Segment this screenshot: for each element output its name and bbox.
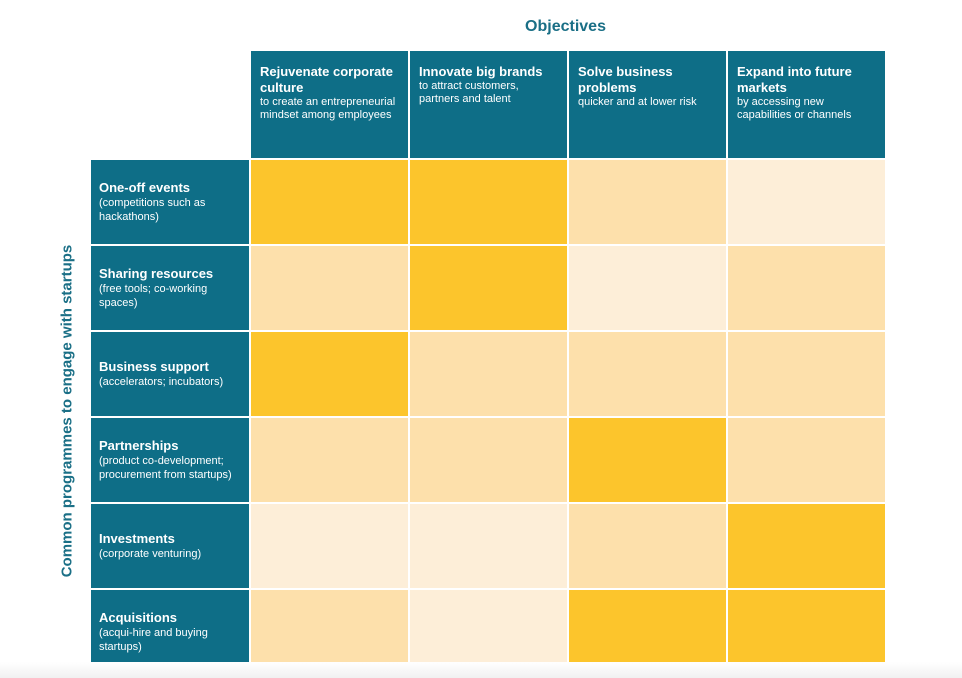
objective-subtitle: by accessing new capabilities or channel… [737,96,852,121]
matrix-cell [728,590,885,674]
objective-title: Solve business problems [578,64,673,95]
programme-title: One-off events [99,180,191,195]
programme-subtitle: (free tools; co-working spaces) [99,283,208,309]
objective-header-culture: Rejuvenate corporate culture to create a… [251,51,408,158]
engagement-matrix: Rejuvenate corporate culture to create a… [91,51,885,674]
objective-title: Rejuvenate corporate culture [260,64,393,95]
programme-title: Partnerships [99,438,179,453]
objective-header-brands: Innovate big brands to attract customers… [410,51,567,158]
matrix-cell [251,332,408,416]
matrix-cell [251,246,408,330]
matrix-cell [251,160,408,244]
matrix-cell [410,160,567,244]
objective-title: Innovate big brands [419,64,543,79]
programme-subtitle: (product co-development; procurement fro… [99,455,232,481]
matrix-cell [569,504,726,588]
matrix-cell [569,246,726,330]
matrix-corner [91,51,249,158]
programme-subtitle: (acqui-hire and buying startups) [99,627,208,653]
matrix-cell [410,418,567,502]
matrix-cell [728,246,885,330]
objective-title: Expand into future markets [737,64,852,95]
matrix-cell [569,590,726,674]
matrix-cell [728,504,885,588]
matrix-cell [251,590,408,674]
objective-subtitle: to attract customers, partners and talen… [419,80,519,105]
programme-title: Sharing resources [99,266,214,281]
matrix-cell [410,246,567,330]
bottom-shadow [0,662,962,678]
programme-header-investments: Investments (corporate venturing) [91,504,249,588]
objective-subtitle: to create an entrepreneurial mindset amo… [260,96,396,121]
programme-subtitle: (corporate venturing) [99,548,202,560]
objective-header-problems: Solve business problems quicker and at l… [569,51,726,158]
programme-title: Acquisitions [99,610,178,625]
objective-subtitle: quicker and at lower risk [578,96,697,108]
programme-title: Investments [99,531,175,546]
programme-header-support: Business support (accelerators; incubato… [91,332,249,416]
matrix-cell [569,160,726,244]
programme-header-partnerships: Partnerships (product co-development; pr… [91,418,249,502]
matrix-cell [728,332,885,416]
objective-header-markets: Expand into future markets by accessing … [728,51,885,158]
matrix-cell [410,504,567,588]
matrix-cell [410,590,567,674]
matrix-cell [728,160,885,244]
matrix-cell [569,332,726,416]
programme-header-resources: Sharing resources (free tools; co-workin… [91,246,249,330]
programme-header-acquisitions: Acquisitions (acqui-hire and buying star… [91,590,249,674]
programme-subtitle: (accelerators; incubators) [99,376,224,388]
programmes-axis-title: Common programmes to engage with startup… [58,244,76,578]
objectives-title: Objectives [525,18,606,35]
programme-header-events: One-off events (competitions such as hac… [91,160,249,244]
matrix-cell [251,418,408,502]
matrix-cell [251,504,408,588]
matrix-cell [569,418,726,502]
matrix-cell [410,332,567,416]
matrix-cell [728,418,885,502]
programme-title: Business support [99,359,209,374]
programme-subtitle: (competitions such as hackathons) [99,197,206,223]
